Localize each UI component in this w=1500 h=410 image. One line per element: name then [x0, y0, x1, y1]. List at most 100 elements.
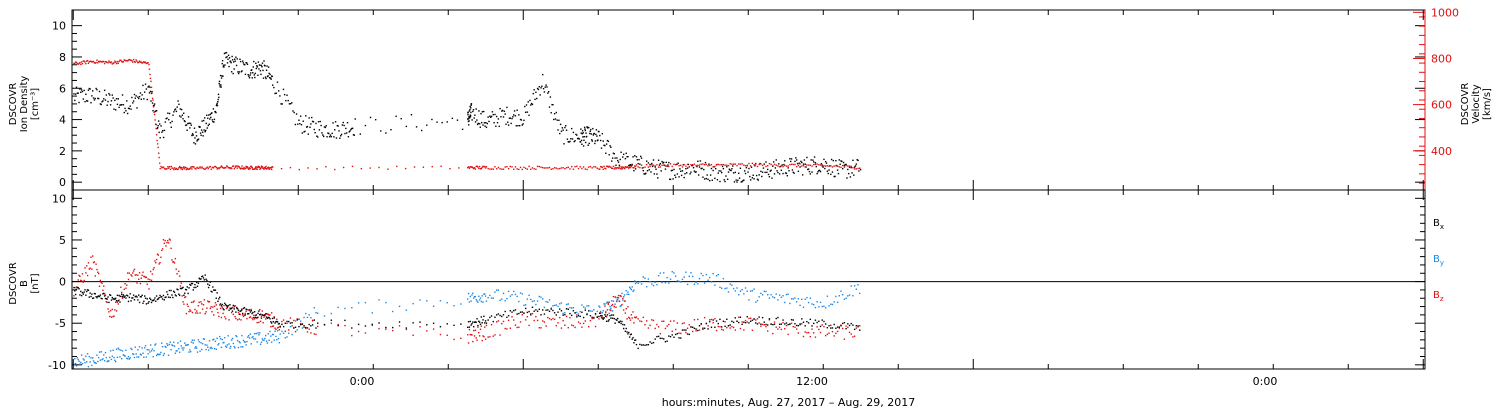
by-point [830, 303, 832, 305]
velocity-point [840, 166, 842, 168]
bx-point [552, 309, 554, 312]
density-point [575, 133, 577, 136]
bz-point [268, 314, 270, 316]
velocity-point [511, 166, 513, 168]
by-point [92, 357, 94, 359]
bz-point [272, 325, 275, 327]
by-point [256, 341, 258, 343]
density-point [617, 159, 619, 162]
by-point [761, 294, 764, 296]
by-point [560, 302, 563, 304]
velocity-point [166, 167, 168, 170]
velocity-point [572, 168, 575, 170]
velocity-point [666, 165, 668, 167]
by-point [620, 304, 622, 307]
density-point [748, 167, 750, 170]
bz-point [178, 275, 181, 277]
density-point [554, 118, 557, 120]
density-point [529, 99, 531, 102]
velocity-point [690, 163, 692, 166]
by-point [545, 300, 547, 303]
by-point [826, 295, 829, 297]
velocity-point [206, 166, 208, 168]
density-point [587, 127, 589, 129]
by-point [291, 333, 293, 336]
bx-point [266, 317, 269, 320]
density-point [537, 88, 540, 91]
bz-point [88, 268, 90, 270]
density-point [628, 164, 631, 167]
velocity-point [821, 164, 823, 166]
by-point [137, 349, 139, 351]
velocity-point [617, 167, 620, 169]
bx-point [801, 318, 803, 320]
by-point [87, 365, 90, 368]
density-point [634, 155, 636, 157]
bz-point [364, 332, 367, 334]
velocity-point [599, 165, 602, 168]
velocity-point [623, 167, 626, 170]
density-point [426, 124, 428, 126]
bx-point [245, 308, 247, 310]
bx-point [158, 296, 160, 299]
velocity-point [581, 167, 583, 170]
by-point [195, 347, 198, 349]
bx-point [173, 291, 176, 294]
bz-point [213, 305, 216, 308]
bx-point [584, 309, 587, 311]
density-point [490, 115, 493, 118]
bx-point [202, 277, 205, 279]
density-point [169, 122, 172, 124]
velocity-point [263, 168, 265, 170]
by-point [514, 293, 517, 296]
by-point [267, 333, 269, 335]
by-point [80, 361, 82, 364]
density-point [667, 164, 669, 166]
by-point [306, 316, 309, 319]
density-point [141, 94, 143, 96]
density-point [584, 141, 587, 144]
density-point [132, 100, 135, 102]
density-point [578, 138, 581, 140]
bz-point [599, 312, 602, 314]
by-point [511, 293, 513, 296]
by-point [814, 306, 817, 309]
density-point [593, 132, 596, 135]
density-point [652, 159, 655, 161]
by-point [155, 343, 157, 345]
bx-point [244, 314, 246, 316]
density-point [181, 114, 184, 116]
by-point [605, 310, 607, 313]
bz-point [647, 327, 650, 329]
by-point [88, 355, 90, 358]
bz-point [625, 307, 627, 310]
density-point [304, 130, 306, 133]
by-point [171, 344, 173, 346]
density-point [557, 129, 559, 131]
bz-point [89, 267, 91, 269]
velocity-point [790, 163, 793, 166]
density-point [205, 129, 207, 132]
bx-point [166, 291, 168, 293]
density-point [600, 147, 603, 149]
density-point [109, 94, 111, 96]
density-point [262, 69, 264, 72]
by-point [310, 316, 312, 319]
velocity-point [489, 168, 491, 170]
density-point [270, 78, 272, 80]
by-point [651, 283, 653, 285]
density-point [364, 124, 367, 127]
by-point [235, 334, 237, 337]
velocity-point [258, 166, 261, 168]
bx-point [626, 331, 628, 333]
velocity-point [257, 166, 259, 169]
bx-point [616, 319, 618, 321]
bz-point [98, 285, 101, 287]
velocity-point [628, 167, 630, 169]
by-point [303, 316, 305, 319]
density-point [836, 164, 838, 167]
velocity-point [152, 106, 155, 108]
bx-point [218, 296, 221, 299]
by-point [81, 362, 84, 365]
density-point [143, 91, 146, 93]
